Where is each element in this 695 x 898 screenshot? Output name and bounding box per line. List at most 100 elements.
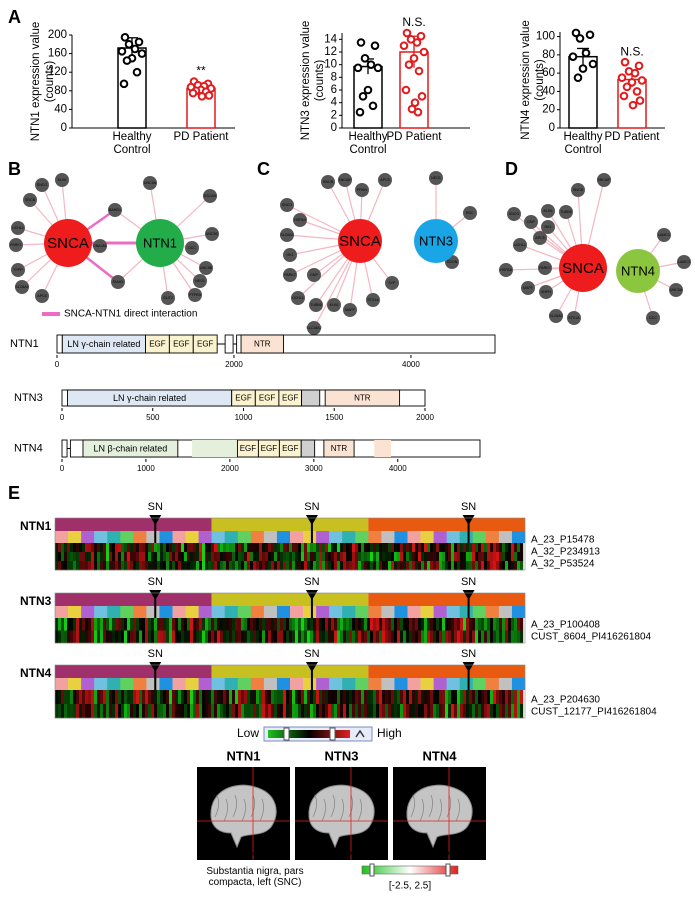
section-label: SN (461, 648, 476, 660)
heat-cell (172, 543, 176, 553)
heat-cell (55, 543, 59, 553)
heat-cell (109, 704, 113, 719)
y-tick-label: 120 (48, 66, 67, 78)
heat-cell (439, 561, 443, 571)
heat-cell (328, 704, 332, 719)
heat-cell (475, 630, 479, 644)
heat-cell (61, 543, 65, 553)
section-label: SN (304, 501, 319, 513)
heat-cell (88, 543, 92, 553)
node (93, 239, 107, 253)
heat-cell (451, 552, 455, 562)
heat-cell (181, 618, 185, 631)
data-point (356, 38, 366, 47)
heat-cell (334, 552, 338, 562)
heat-cell (154, 690, 158, 705)
domain-label: NTR (331, 444, 348, 453)
heat-cell (256, 561, 260, 571)
heat-cell (67, 552, 71, 562)
heat-cell (364, 552, 368, 562)
heat-cell (142, 543, 146, 553)
heat-cell (502, 618, 506, 631)
domain (82, 439, 179, 458)
heat-cell (274, 630, 278, 644)
heat-cell (517, 704, 521, 719)
x-tick-label-box: PD Patient (174, 131, 229, 143)
heat-cell (292, 618, 296, 631)
heat-cell (415, 543, 419, 553)
heat-cell (331, 543, 335, 553)
heat-cell (367, 690, 371, 705)
heat-cell (232, 543, 236, 553)
heat-cell (265, 618, 269, 631)
heat-cell (313, 690, 317, 705)
node (366, 293, 380, 307)
y-tick-label: 100 (536, 31, 555, 43)
heat-cell (490, 704, 494, 719)
heat-cell (184, 543, 188, 553)
section-label: SN (148, 501, 163, 513)
heat-cell (103, 630, 107, 644)
heat-cell (487, 690, 491, 705)
heat-cell (463, 552, 467, 562)
heat-cell (151, 630, 155, 644)
heat-cell (334, 543, 338, 553)
heat-cell (217, 618, 221, 631)
heat-cell (451, 543, 455, 553)
heat-cell (286, 630, 290, 644)
heat-cell (79, 690, 83, 705)
heat-cell (370, 630, 374, 644)
heat-cell (430, 690, 434, 705)
heat-cell (349, 618, 353, 631)
heat-cell (298, 552, 302, 562)
node-label: KLK6 (330, 303, 339, 307)
node-label: DCC (188, 246, 196, 250)
heat-cell (406, 618, 410, 631)
heat-cell (85, 552, 89, 562)
y-axis-label: (counts) (44, 61, 56, 103)
heat-cell (160, 690, 164, 705)
heat-cell (202, 630, 206, 644)
subregion (472, 678, 487, 690)
heat-cell (127, 552, 131, 562)
orientation-label: A (397, 814, 401, 820)
probe-label: A_23_P100408 (531, 620, 600, 631)
heat-cell (211, 690, 215, 705)
heat-cell (403, 690, 407, 705)
heat-cell (64, 552, 68, 562)
heat-cell (106, 704, 110, 719)
heat-cell (178, 690, 182, 705)
heat-cell (370, 543, 374, 553)
bar (353, 65, 383, 129)
heat-cell (481, 543, 485, 553)
heat-cell (502, 690, 506, 705)
y-tick-label: 80 (542, 49, 555, 61)
subregion (355, 606, 369, 618)
heat-cell (418, 704, 422, 719)
heat-cell (280, 552, 284, 562)
subregion (459, 678, 474, 690)
heat-cell (373, 630, 377, 644)
heat-cell (442, 552, 446, 562)
heat-cell (193, 561, 197, 571)
heat-cell (436, 630, 440, 644)
node-label: BOC (466, 211, 474, 215)
heat-cell (454, 690, 458, 705)
heat-cell (430, 561, 434, 571)
y-tick-label: 2 (331, 109, 337, 121)
heat-cell (232, 618, 236, 631)
panel-label: C (257, 159, 270, 179)
domain (323, 439, 355, 458)
heat-cell (304, 704, 308, 719)
heat-cell (298, 561, 302, 571)
heat-cell (250, 618, 254, 631)
heat-cell (454, 552, 458, 562)
heat-cell (235, 552, 239, 562)
heat-cell (433, 630, 437, 644)
subregion (433, 606, 447, 618)
probe-label: A_23_P15478 (531, 535, 595, 546)
subregion (368, 531, 382, 543)
heat-cell (217, 561, 221, 571)
heat-cell (310, 618, 314, 631)
gyrus (410, 794, 415, 818)
